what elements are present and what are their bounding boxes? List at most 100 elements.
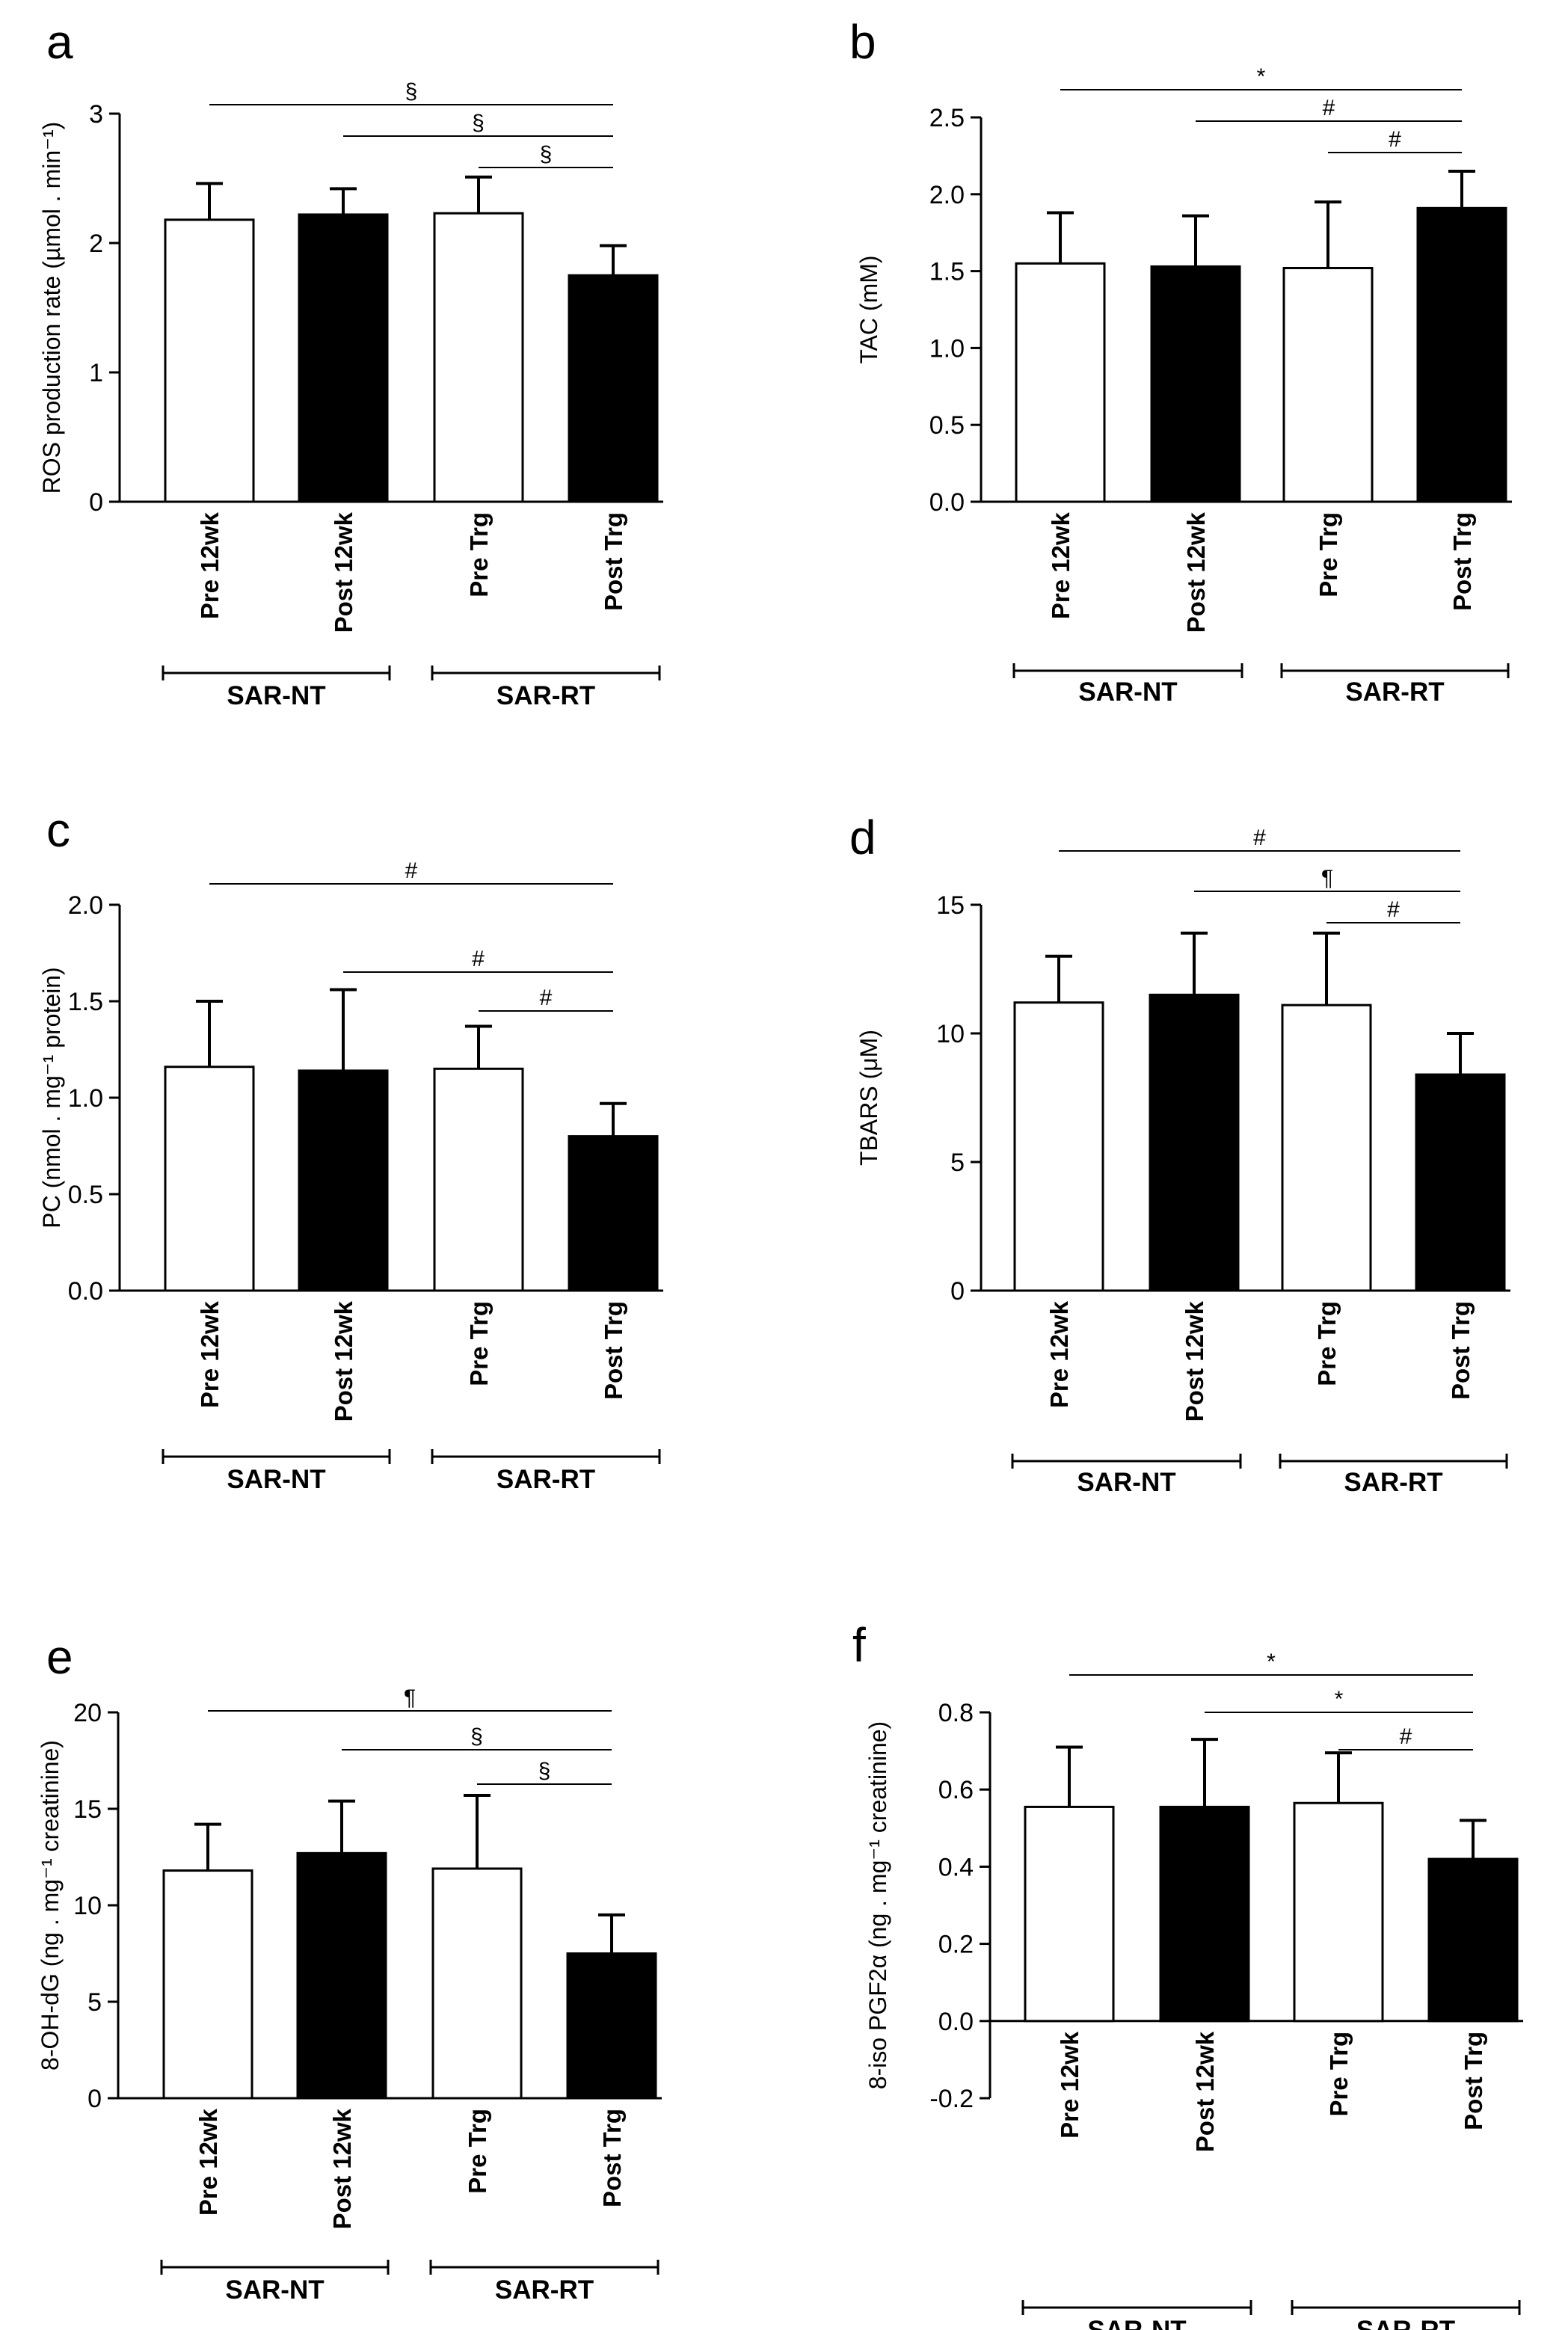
bar-3 (433, 1067, 524, 1292)
significance-symbol: # (405, 858, 418, 883)
group-label: SAR-NT (227, 681, 325, 710)
group-label: SAR-RT (496, 1465, 595, 1494)
bar-1 (164, 1066, 255, 1292)
panel-letter: b (849, 15, 876, 69)
category-label: Pre Trg (1315, 512, 1342, 597)
significance-symbol: # (1400, 1724, 1412, 1749)
category-label: Post 12wk (330, 1300, 357, 1421)
y-tick-label: 1.0 (929, 334, 965, 363)
bar-3 (431, 1867, 523, 2100)
category-label: Pre Trg (1325, 2032, 1353, 2117)
category-label: Post Trg (1460, 2032, 1487, 2130)
y-tick-label: 15 (73, 1795, 102, 1824)
bar-4 (568, 1135, 659, 1292)
panel-letter: e (46, 1630, 73, 1684)
significance-symbol: ¶ (1321, 866, 1333, 891)
y-tick-label: 1 (89, 359, 103, 387)
bar-4 (568, 274, 659, 503)
group-label: SAR-RT (1344, 1468, 1442, 1497)
chart-panel-a: a 0 1 2 3 ROS production rate (µmol . min⁻¹) P… (38, 15, 663, 710)
significance-symbol: * (1335, 1687, 1344, 1712)
category-label: Post Trg (598, 2109, 626, 2207)
panel-letter: f (852, 1618, 866, 1672)
bar-4 (566, 1952, 657, 2100)
category-label: Post Trg (600, 1301, 627, 1400)
panel-letter: c (46, 803, 70, 857)
category-label: Pre Trg (464, 2109, 491, 2194)
bar-2 (1149, 993, 1240, 1292)
category-label: Pre 12wk (196, 1300, 224, 1408)
bar-2 (298, 213, 389, 503)
chart-panel-b: b 0.0 0.5 1.0 1.5 2.0 2.5 TAC (mM) Pre 12wk Post … (849, 15, 1512, 707)
significance-symbol: § (405, 79, 418, 104)
significance-symbol: * (1267, 1650, 1276, 1674)
panel-letter: d (849, 811, 876, 864)
y-tick-label: 10 (73, 1892, 102, 1920)
category-label: Post Trg (1448, 512, 1476, 611)
y-tick-label: 0 (87, 2085, 102, 2113)
significance-symbol: # (472, 947, 485, 971)
y-axis-label: 8-OH-dG (ng . mg⁻¹ creatinine) (37, 1740, 64, 2071)
significance-symbol: * (1257, 64, 1266, 89)
panel-letter: a (46, 15, 73, 69)
group-label: SAR-NT (227, 1465, 325, 1494)
y-axis-label: PC (nmol . mg⁻¹ protein) (38, 967, 65, 1228)
y-tick-label: 2.5 (929, 104, 965, 132)
category-label: Post Trg (600, 512, 627, 611)
category-label: Pre Trg (1313, 1301, 1341, 1386)
chart-panel-c: c 0.0 0.5 1.0 1.5 2.0 PC (nmol . mg⁻¹ protein)… (38, 803, 663, 1494)
y-tick-label: 5 (87, 1988, 102, 2017)
bar-3 (1282, 266, 1374, 503)
y-tick-label: 0.0 (68, 1277, 103, 1306)
category-label: Pre Trg (465, 1301, 493, 1386)
bar-1 (162, 1869, 253, 2100)
category-label: Post 12wk (1181, 1300, 1208, 1421)
group-label: SAR-RT (496, 681, 595, 710)
y-tick-label: 0.0 (929, 488, 965, 517)
y-tick-label: 0.0 (938, 2008, 974, 2036)
bar-4 (1416, 206, 1507, 503)
y-tick-label: 0.5 (68, 1181, 103, 1209)
group-label: SAR-RT (1356, 2316, 1455, 2330)
significance-symbol: § (470, 1724, 483, 1749)
y-tick-label: 2 (89, 230, 103, 258)
group-label: SAR-RT (1345, 677, 1444, 707)
significance-symbol: # (1387, 897, 1400, 922)
bar-4 (1427, 1857, 1519, 2023)
bar-2 (298, 1069, 389, 1292)
category-label: Pre 12wk (1045, 1300, 1073, 1408)
y-tick-label: 0 (950, 1277, 965, 1306)
y-axis-label: TAC (mM) (855, 255, 882, 363)
y-tick-label: 0.6 (938, 1776, 974, 1804)
y-tick-label: 0.4 (938, 1853, 974, 1881)
y-tick-label: 10 (936, 1020, 965, 1048)
category-label: Post 12wk (328, 2108, 356, 2229)
category-label: Post 12wk (330, 511, 357, 633)
significance-symbol: # (1253, 826, 1266, 850)
group-label: SAR-RT (495, 2275, 594, 2305)
y-axis-label: ROS production rate (µmol . min⁻¹) (38, 122, 65, 494)
y-tick-label: 3 (89, 100, 103, 129)
y-tick-label: 1.5 (68, 988, 103, 1016)
y-tick-label: 0.5 (929, 411, 965, 440)
bar-2 (296, 1851, 387, 2100)
significance-symbol: ¶ (404, 1685, 416, 1710)
bar-1 (1013, 1001, 1104, 1292)
y-tick-label: 1.0 (68, 1084, 103, 1113)
significance-symbol: § (472, 111, 485, 135)
significance-symbol: # (1323, 96, 1335, 120)
y-tick-label: -0.2 (929, 2085, 974, 2113)
y-tick-label: 2.0 (68, 891, 103, 920)
category-label: Pre 12wk (194, 2108, 222, 2216)
group-label: SAR-NT (1087, 2316, 1186, 2330)
group-label: SAR-NT (1078, 677, 1177, 707)
category-label: Pre Trg (465, 512, 493, 597)
chart-panel-d: d 0 5 10 15 TBARS (μM) Pre 12wk Post 12wk Pre Tr… (849, 811, 1510, 1497)
group-label: SAR-NT (225, 2275, 324, 2305)
y-tick-label: 0.8 (938, 1699, 974, 1727)
category-label: Post 12wk (1182, 511, 1210, 633)
bar-3 (433, 212, 524, 503)
bar-4 (1415, 1073, 1506, 1292)
significance-symbol: § (538, 1759, 551, 1783)
